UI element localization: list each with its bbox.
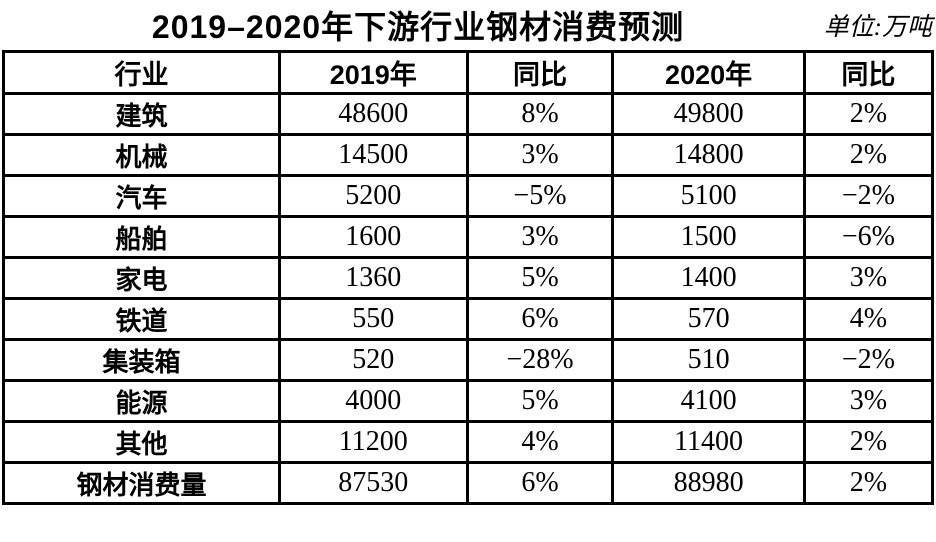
value-2020-cell: 510 xyxy=(611,338,806,382)
value-2019-cell: 1360 xyxy=(277,256,469,300)
yoy-2019-cell: 3% xyxy=(465,215,615,259)
yoy-2019-cell: 5% xyxy=(465,256,615,300)
value-2020-cell: 5100 xyxy=(611,174,806,218)
value-2019-cell: 5200 xyxy=(277,174,469,218)
table-body: 建筑 48600 8% 49800 2% 机械 14500 3% 14800 2% 汽车 5200 −5… xyxy=(2,92,935,505)
unit-label: 单位:万吨 xyxy=(823,14,932,41)
table-row: 汽车 5200 −5% 5100 −2% xyxy=(2,174,935,218)
industry-cell: 船舶 xyxy=(2,215,281,259)
value-2020-cell: 570 xyxy=(611,297,806,341)
yoy-2020-cell: 2% xyxy=(802,92,935,136)
column-header-industry: 行业 xyxy=(2,50,281,95)
value-2020-cell: 1500 xyxy=(611,215,806,259)
steel-consumption-table: 行业 2019年 同比 2020年 同比 建筑 48600 8% 49800 2% 机械 1… xyxy=(2,50,935,505)
value-2019-cell: 87530 xyxy=(277,461,469,505)
industry-cell: 其他 xyxy=(2,420,281,464)
table-row: 船舶 1600 3% 1500 −6% xyxy=(2,215,935,259)
table-row: 钢材消费量 87530 6% 88980 2% xyxy=(2,461,935,505)
yoy-2019-cell: 8% xyxy=(465,92,615,136)
industry-cell: 铁道 xyxy=(2,297,281,341)
industry-cell: 钢材消费量 xyxy=(2,461,281,505)
value-2020-cell: 14800 xyxy=(611,133,806,177)
industry-cell: 能源 xyxy=(2,379,281,423)
yoy-2019-cell: 6% xyxy=(465,461,615,505)
value-2019-cell: 14500 xyxy=(277,133,469,177)
column-header-yoy-2019: 同比 xyxy=(465,50,615,95)
value-2019-cell: 11200 xyxy=(277,420,469,464)
page-title: 2019–2020年下游行业钢材消费预测 xyxy=(151,9,685,45)
yoy-2019-cell: 3% xyxy=(465,133,615,177)
industry-cell: 集装箱 xyxy=(2,338,281,382)
yoy-2020-cell: 3% xyxy=(802,256,935,300)
yoy-2019-cell: −5% xyxy=(465,174,615,218)
table-header-area: 2019–2020年下游行业钢材消费预测 单位:万吨 xyxy=(0,0,936,50)
table-row: 能源 4000 5% 4100 3% xyxy=(2,379,935,423)
industry-cell: 汽车 xyxy=(2,174,281,218)
value-2019-cell: 48600 xyxy=(277,92,469,136)
yoy-2020-cell: 4% xyxy=(802,297,935,341)
table-row: 集装箱 520 −28% 510 −2% xyxy=(2,338,935,382)
value-2020-cell: 11400 xyxy=(611,420,806,464)
industry-cell: 建筑 xyxy=(2,92,281,136)
yoy-2019-cell: 4% xyxy=(465,420,615,464)
yoy-2020-cell: 3% xyxy=(802,379,935,423)
value-2020-cell: 1400 xyxy=(611,256,806,300)
industry-cell: 机械 xyxy=(2,133,281,177)
yoy-2019-cell: 5% xyxy=(465,379,615,423)
column-header-yoy-2020: 同比 xyxy=(802,50,935,95)
value-2019-cell: 550 xyxy=(277,297,469,341)
value-2019-cell: 1600 xyxy=(277,215,469,259)
industry-cell: 家电 xyxy=(2,256,281,300)
column-header-2020: 2020年 xyxy=(611,50,806,95)
yoy-2020-cell: 2% xyxy=(802,133,935,177)
value-2020-cell: 88980 xyxy=(611,461,806,505)
value-2020-cell: 4100 xyxy=(611,379,806,423)
yoy-2020-cell: 2% xyxy=(802,461,935,505)
value-2020-cell: 49800 xyxy=(611,92,806,136)
column-header-2019: 2019年 xyxy=(277,50,469,95)
table-row: 其他 11200 4% 11400 2% xyxy=(2,420,935,464)
value-2019-cell: 4000 xyxy=(277,379,469,423)
table-row: 建筑 48600 8% 49800 2% xyxy=(2,92,935,136)
table-row: 家电 1360 5% 1400 3% xyxy=(2,256,935,300)
value-2019-cell: 520 xyxy=(277,338,469,382)
yoy-2020-cell: 2% xyxy=(802,420,935,464)
table-header-row: 行业 2019年 同比 2020年 同比 xyxy=(2,50,935,95)
yoy-2020-cell: −2% xyxy=(802,338,935,382)
yoy-2020-cell: −2% xyxy=(802,174,935,218)
yoy-2019-cell: 6% xyxy=(465,297,615,341)
table-row: 铁道 550 6% 570 4% xyxy=(2,297,935,341)
yoy-2019-cell: −28% xyxy=(465,338,615,382)
yoy-2020-cell: −6% xyxy=(802,215,935,259)
table-row: 机械 14500 3% 14800 2% xyxy=(2,133,935,177)
